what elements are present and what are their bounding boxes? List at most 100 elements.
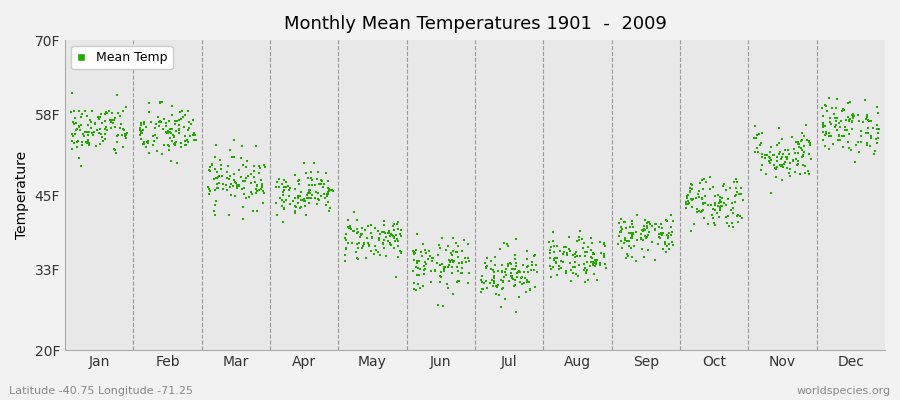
- Point: [630, 212, 644, 219]
- Point: [626, 231, 640, 238]
- Point: [653, 235, 668, 242]
- Point: [248, 168, 262, 174]
- Point: [361, 240, 375, 246]
- Point: [721, 196, 735, 202]
- Point: [623, 224, 637, 230]
- Point: [356, 242, 371, 249]
- Point: [508, 260, 523, 266]
- Point: [804, 156, 818, 162]
- Point: [624, 235, 638, 241]
- Point: [662, 230, 676, 236]
- Point: [699, 179, 714, 186]
- Point: [357, 226, 372, 233]
- Point: [65, 90, 79, 96]
- Point: [287, 208, 302, 214]
- Point: [338, 234, 352, 241]
- Point: [493, 304, 508, 310]
- Point: [774, 156, 788, 162]
- Point: [287, 172, 302, 178]
- Point: [379, 233, 393, 240]
- Point: [183, 133, 197, 140]
- Point: [119, 132, 133, 138]
- Point: [406, 248, 420, 254]
- Point: [770, 154, 785, 160]
- Point: [761, 158, 776, 164]
- Point: [155, 99, 169, 106]
- Point: [495, 269, 509, 275]
- Point: [845, 119, 859, 125]
- Point: [613, 229, 627, 235]
- Point: [381, 238, 395, 244]
- Point: [682, 188, 697, 194]
- Point: [232, 167, 247, 174]
- Point: [82, 129, 96, 136]
- Point: [559, 244, 573, 250]
- Point: [248, 179, 263, 186]
- Point: [706, 215, 720, 221]
- Point: [338, 258, 352, 264]
- Point: [134, 130, 148, 136]
- Point: [486, 283, 500, 289]
- Point: [796, 149, 811, 156]
- Point: [722, 223, 736, 229]
- Point: [570, 253, 584, 259]
- Point: [619, 251, 634, 258]
- Point: [407, 251, 421, 257]
- Point: [180, 137, 194, 143]
- Point: [775, 136, 789, 143]
- Point: [505, 273, 519, 279]
- Point: [729, 185, 743, 191]
- Point: [483, 280, 498, 287]
- Point: [759, 152, 773, 158]
- Point: [481, 285, 495, 291]
- Point: [234, 155, 248, 161]
- Point: [411, 272, 426, 278]
- Point: [618, 255, 633, 261]
- Point: [871, 110, 886, 116]
- Point: [798, 170, 813, 176]
- Point: [750, 132, 764, 138]
- Point: [417, 262, 431, 269]
- Point: [822, 95, 836, 102]
- Point: [499, 272, 513, 278]
- Point: [211, 174, 225, 180]
- Point: [829, 122, 843, 129]
- Point: [209, 142, 223, 148]
- Point: [508, 255, 522, 262]
- Point: [481, 254, 495, 261]
- Point: [500, 266, 514, 272]
- Point: [74, 122, 88, 128]
- Point: [119, 135, 133, 141]
- Point: [502, 278, 517, 284]
- Point: [775, 154, 789, 160]
- Point: [338, 252, 353, 258]
- Point: [94, 126, 108, 132]
- Point: [565, 252, 580, 258]
- Point: [322, 185, 337, 192]
- Point: [444, 250, 458, 256]
- Point: [364, 248, 378, 254]
- Point: [818, 130, 832, 137]
- Point: [695, 208, 709, 214]
- Point: [832, 137, 847, 143]
- Point: [378, 253, 392, 259]
- Point: [851, 138, 866, 145]
- Point: [418, 247, 432, 254]
- Point: [137, 118, 151, 125]
- Point: [292, 193, 307, 199]
- Point: [824, 133, 838, 139]
- Point: [580, 259, 594, 265]
- Point: [707, 200, 722, 206]
- Point: [179, 142, 194, 148]
- Point: [64, 109, 78, 116]
- Point: [447, 258, 462, 265]
- Point: [132, 132, 147, 138]
- Point: [454, 260, 469, 266]
- Point: [696, 201, 710, 208]
- Point: [660, 218, 674, 224]
- Point: [685, 186, 699, 192]
- Point: [299, 212, 313, 218]
- Point: [418, 259, 433, 265]
- Point: [117, 127, 131, 133]
- Point: [491, 282, 505, 288]
